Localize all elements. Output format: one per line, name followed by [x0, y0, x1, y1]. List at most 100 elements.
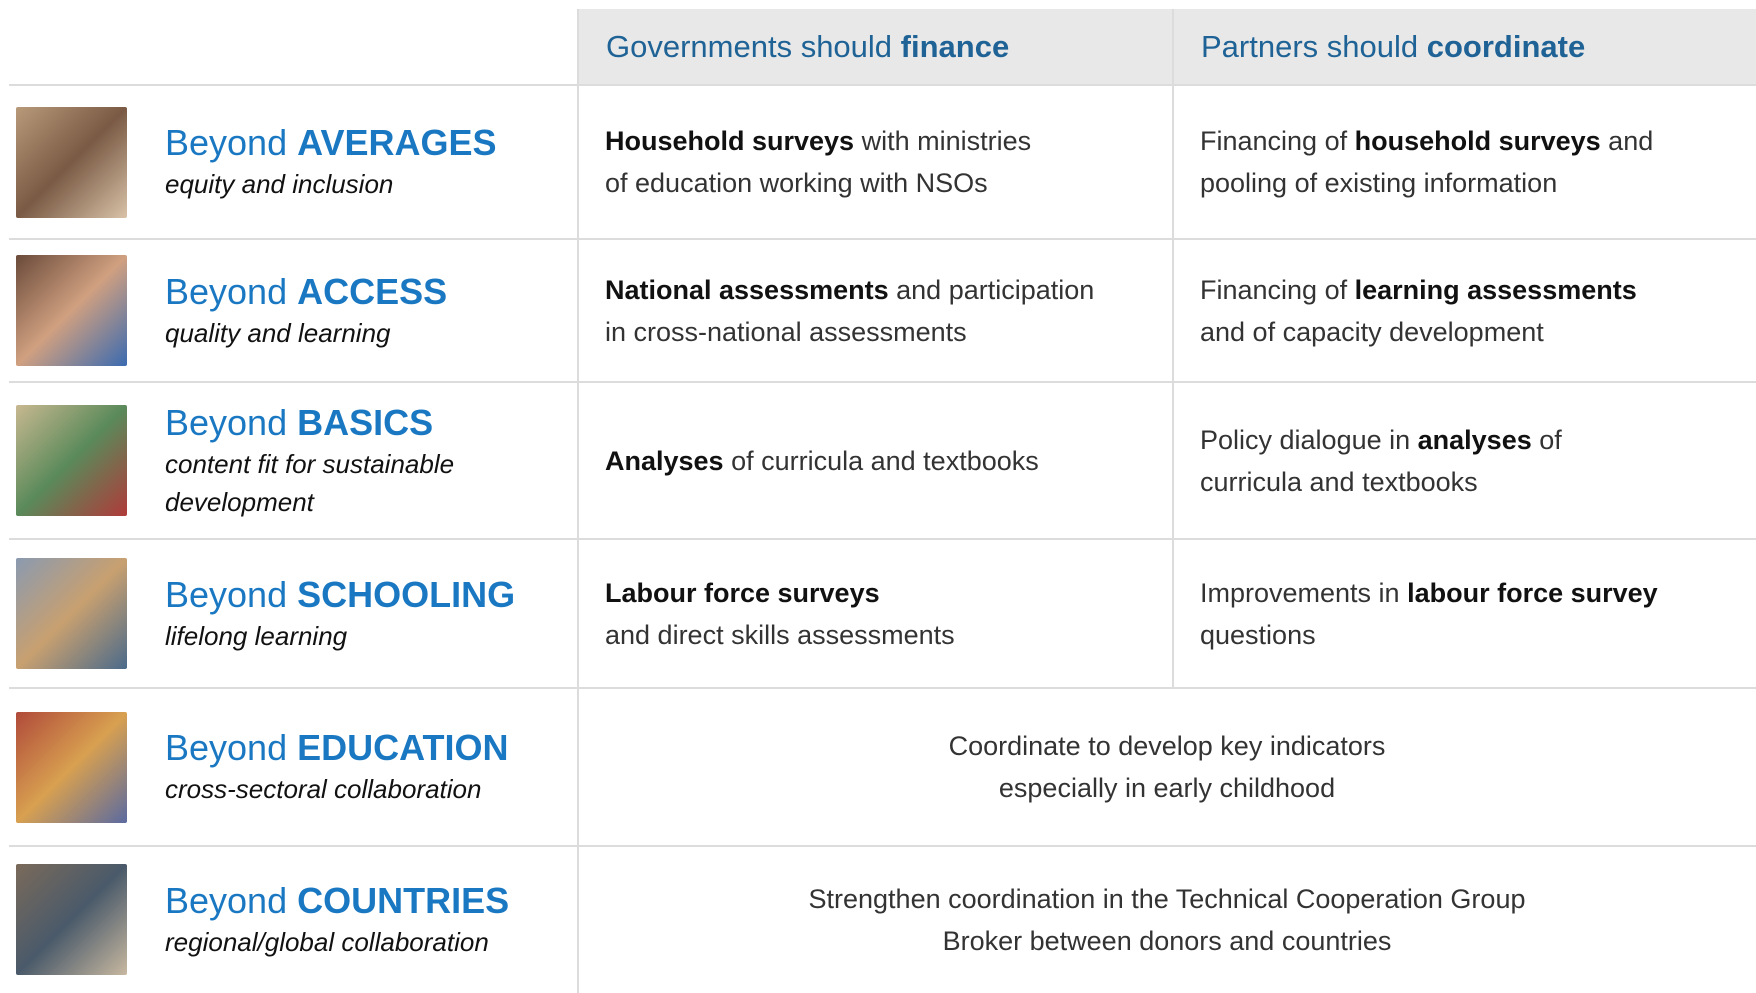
cell-line: Strengthen coordination in the Technical… — [809, 878, 1526, 920]
table-cell: National assessments and participation in… — [605, 239, 1173, 382]
row-subtitle: lifelong learning — [165, 620, 348, 651]
text: especially in early childhood — [998, 773, 1336, 803]
row-title: Beyond COUNTRIES — [165, 879, 568, 923]
cell-line: curricula and textbooks — [1200, 461, 1756, 503]
photo — [16, 864, 127, 975]
table-cell: Strengthen coordination in the Technical… — [578, 846, 1756, 993]
title-prefix: Beyond — [165, 270, 288, 312]
row-label: Beyond BASICS content fit for sustainable… — [165, 382, 568, 539]
row-label: Beyond ACCESS quality and learning — [165, 239, 568, 382]
table-cell: Policy dialogue in analyses of curricula … — [1200, 382, 1756, 539]
cell-line: Financing of household surveys and — [1200, 120, 1756, 162]
column-header: Governments should finance — [578, 9, 1173, 85]
text: and direct skills assessments — [605, 619, 955, 650]
cell-line: questions — [1200, 614, 1756, 656]
bold-text: Labour force surveys — [605, 577, 880, 608]
text: questions — [1200, 619, 1316, 650]
photo — [16, 711, 127, 823]
cell-line: Policy dialogue in analyses of — [1200, 419, 1756, 461]
cell-line: and of capacity development — [1200, 311, 1756, 353]
row-label: Beyond AVERAGES equity and inclusion — [165, 85, 568, 239]
cell-line: Improvements in labour force survey — [1200, 572, 1756, 614]
photo — [16, 106, 127, 218]
divider — [1172, 9, 1174, 239]
row-subtitle: cross-sectoral collaboration — [165, 774, 482, 804]
divider — [1172, 539, 1174, 688]
cell-line: Broker between donors and countries — [943, 920, 1392, 962]
divider — [9, 687, 1756, 689]
cell-line: and direct skills assessments — [605, 614, 1173, 656]
divider — [9, 845, 1756, 847]
cell-line: Financing of learning assessments — [1200, 269, 1756, 311]
text: Partners should — [1201, 29, 1427, 64]
text: Financing of — [1200, 274, 1355, 305]
text: Governments should — [606, 29, 901, 64]
title-keyword: BASICS — [297, 401, 434, 443]
cell-line: Household surveys with ministries — [605, 120, 1173, 162]
title-prefix: Beyond — [165, 122, 288, 163]
text: curricula and textbooks — [1200, 466, 1478, 497]
text: pooling of existing information — [1200, 168, 1558, 198]
cell-line: Labour force surveys — [605, 572, 1173, 614]
bold-text: learning assessments — [1354, 274, 1637, 305]
table-cell: Financing of learning assessments and of … — [1200, 239, 1756, 382]
cell-line: especially in early childhood — [999, 767, 1335, 809]
table-cell: Labour force surveys and direct skills as… — [605, 539, 1173, 688]
text: of education working with NSOs — [605, 168, 988, 198]
column-header: Partners should coordinate — [1173, 9, 1756, 85]
bold-text: household surveys — [1354, 126, 1601, 156]
bold-text: National assessments — [605, 274, 889, 305]
row-title: Beyond SCHOOLING — [165, 573, 568, 617]
cell-line: in cross-national assessments — [605, 311, 1173, 353]
text: Strengthen coordination in the Technical… — [808, 883, 1526, 914]
table-cell: Analyses of curricula and textbooks — [605, 382, 1173, 539]
table-cell: Household surveys with ministries of educ… — [605, 85, 1173, 239]
bold-text: Analyses — [605, 445, 724, 476]
row-label: Beyond SCHOOLING lifelong learning — [165, 539, 568, 688]
text: Broker between donors and countries — [942, 925, 1392, 956]
row-subtitle: content fit for sustainable development — [165, 448, 455, 517]
title-keyword: SCHOOLING — [297, 573, 516, 615]
cell-line: Coordinate to develop key indicators — [949, 725, 1386, 767]
text: Policy dialogue in — [1200, 424, 1418, 455]
divider — [9, 381, 1756, 383]
cell-line: of education working with NSOs — [605, 162, 1173, 204]
divider — [577, 9, 579, 993]
text: with ministries — [854, 126, 1032, 156]
row-label: Beyond EDUCATION cross-sectoral collabora… — [165, 688, 568, 846]
text: Improvements in — [1200, 577, 1408, 608]
text: Coordinate to develop key indicators — [948, 731, 1386, 761]
row-subtitle: equity and inclusion — [165, 169, 394, 199]
title-keyword: ACCESS — [297, 270, 448, 312]
divider — [9, 238, 1756, 240]
title-prefix: Beyond — [165, 401, 288, 443]
table-cell: Financing of household surveys and poolin… — [1200, 85, 1756, 239]
text: and of capacity development — [1200, 316, 1544, 347]
text: in cross-national assessments — [605, 316, 967, 347]
text: Financing of — [1200, 126, 1355, 156]
cell-line: pooling of existing information — [1200, 162, 1756, 204]
divider — [1172, 239, 1174, 382]
divider — [9, 84, 1756, 86]
text: and participation — [888, 274, 1095, 305]
bold-text: finance — [900, 29, 1010, 64]
title-prefix: Beyond — [165, 879, 288, 921]
row-label: Beyond COUNTRIES regional/global collabor… — [165, 846, 568, 993]
text: and — [1600, 126, 1654, 156]
row-title: Beyond AVERAGES — [165, 121, 568, 165]
text: of — [1531, 424, 1562, 455]
bold-text: coordinate — [1426, 29, 1586, 64]
bold-text: labour force survey — [1407, 577, 1658, 608]
row-subtitle: regional/global collaboration — [165, 926, 489, 957]
title-prefix: Beyond — [165, 573, 288, 615]
row-title: Beyond EDUCATION — [165, 726, 568, 770]
bold-text: analyses — [1417, 424, 1532, 455]
title-keyword: COUNTRIES — [297, 879, 510, 921]
photo — [16, 405, 127, 516]
table-cell: Improvements in labour force survey quest… — [1200, 539, 1756, 688]
title-prefix: Beyond — [165, 727, 288, 768]
bold-text: Household surveys — [605, 126, 855, 156]
title-keyword: AVERAGES — [297, 122, 497, 163]
cell-line: Analyses of curricula and textbooks — [605, 440, 1173, 482]
